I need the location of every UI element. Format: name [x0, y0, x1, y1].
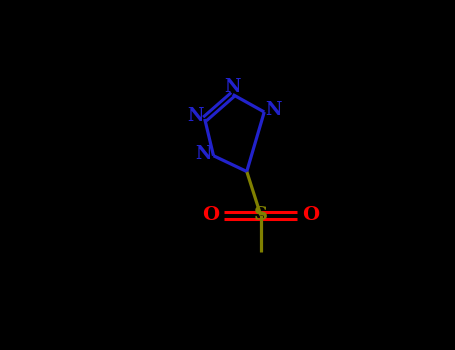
Text: S: S	[254, 206, 268, 224]
Text: O: O	[202, 206, 219, 224]
Text: N: N	[188, 107, 204, 125]
Text: N: N	[265, 101, 281, 119]
Text: O: O	[302, 206, 319, 224]
Text: N: N	[224, 78, 241, 96]
Text: N: N	[196, 145, 212, 163]
